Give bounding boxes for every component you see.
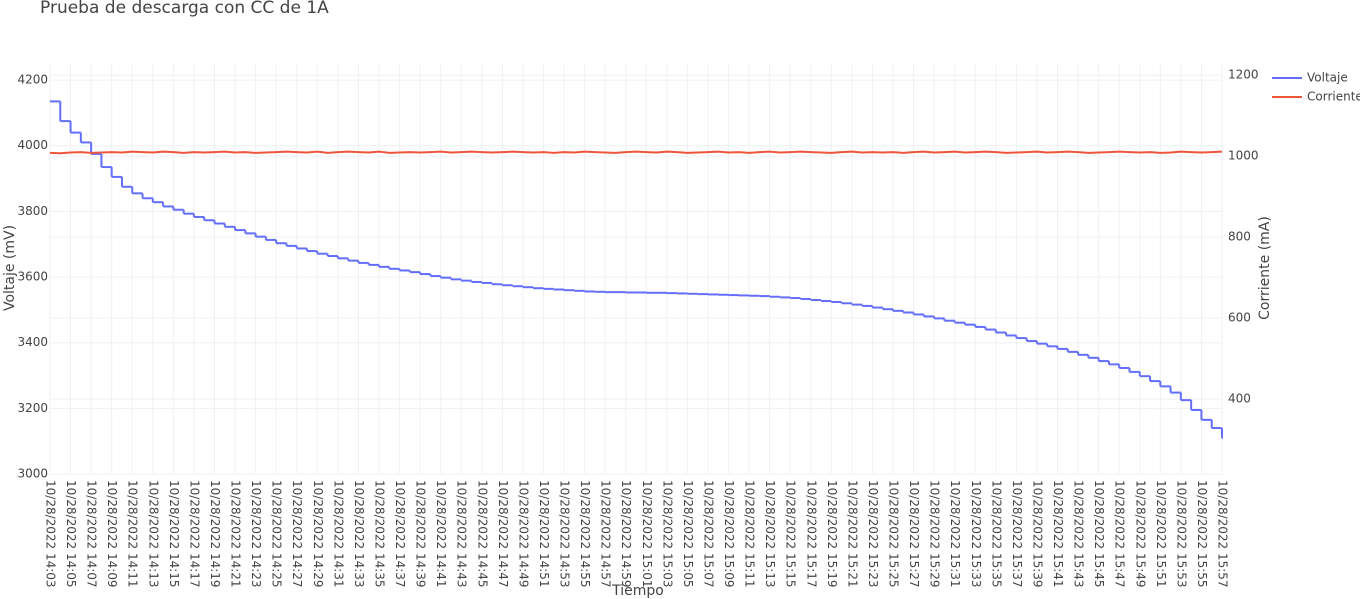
x-tick-label: 10/28/2022 15:47 <box>1113 480 1127 588</box>
x-tick-label: 10/28/2022 15:21 <box>845 480 859 588</box>
x-tick-label: 10/28/2022 14:05 <box>64 480 78 588</box>
x-tick-label: 10/28/2022 15:25 <box>887 480 901 588</box>
x-tick-label: 10/28/2022 15:49 <box>1133 480 1147 588</box>
y2-tick-label: 400 <box>1228 392 1251 406</box>
x-tick-label: 10/28/2022 15:23 <box>866 480 880 588</box>
x-tick-label: 10/28/2022 14:53 <box>558 480 572 588</box>
x-tick-label: 10/28/2022 15:45 <box>1092 480 1106 588</box>
x-tick-label: 10/28/2022 14:27 <box>290 480 304 588</box>
x-tick-label: 10/28/2022 14:23 <box>249 480 263 588</box>
y2-axis-title: Corriente (mA) <box>1257 216 1273 320</box>
y-tick-label: 3800 <box>17 204 48 218</box>
y-tick-label: 3600 <box>17 270 48 284</box>
x-tick-label: 10/28/2022 14:29 <box>311 480 325 588</box>
x-tick-label: 10/28/2022 14:33 <box>352 480 366 588</box>
x-tick-label: 10/28/2022 15:41 <box>1051 480 1065 588</box>
x-tick-label: 10/28/2022 14:45 <box>475 480 489 588</box>
x-tick-label: 10/28/2022 14:19 <box>208 480 222 588</box>
x-tick-label: 10/28/2022 14:15 <box>167 480 181 588</box>
x-tick-label: 10/28/2022 15:33 <box>969 480 983 588</box>
x-tick-label: 10/28/2022 15:15 <box>784 480 798 588</box>
x-tick-label: 10/28/2022 14:47 <box>496 480 510 588</box>
x-tick-label: 10/28/2022 15:31 <box>948 480 962 588</box>
x-tick-label: 10/28/2022 15:27 <box>907 480 921 588</box>
x-tick-label: 10/28/2022 14:39 <box>414 480 428 588</box>
y2-tick-label: 1200 <box>1228 68 1259 82</box>
x-tick-label: 10/28/2022 14:25 <box>270 480 284 588</box>
x-tick-label: 10/28/2022 14:43 <box>455 480 469 588</box>
x-tick-label: 10/28/2022 15:55 <box>1195 480 1209 588</box>
x-tick-label: 10/28/2022 15:03 <box>660 480 674 588</box>
y2-tick-label: 1000 <box>1228 149 1259 163</box>
x-tick-label: 10/28/2022 15:29 <box>928 480 942 588</box>
x-tick-label: 10/28/2022 15:01 <box>640 480 654 588</box>
x-tick-label: 10/28/2022 14:13 <box>146 480 160 588</box>
x-tick-label: 10/28/2022 14:07 <box>85 480 99 588</box>
y-tick-label: 4000 <box>17 138 48 152</box>
x-tick-label: 10/28/2022 14:59 <box>619 480 633 588</box>
x-tick-label: 10/28/2022 15:09 <box>722 480 736 588</box>
x-tick-label: 10/28/2022 15:07 <box>701 480 715 588</box>
x-tick-label: 10/28/2022 14:09 <box>105 480 119 588</box>
legend-label: Corriente <box>1307 90 1360 104</box>
x-tick-label: 10/28/2022 14:51 <box>537 480 551 588</box>
x-tick-label: 10/28/2022 15:13 <box>763 480 777 588</box>
x-tick-label: 10/28/2022 14:49 <box>516 480 530 588</box>
x-tick-label: 10/28/2022 14:55 <box>578 480 592 588</box>
y-tick-label: 4200 <box>17 73 48 87</box>
current-line <box>49 150 1223 155</box>
legend-label: Voltaje <box>1307 71 1348 85</box>
x-tick-label: 10/28/2022 15:53 <box>1174 480 1188 588</box>
x-tick-label: 10/28/2022 15:05 <box>681 480 695 588</box>
x-tick-label: 10/28/2022 15:37 <box>1010 480 1024 588</box>
y-tick-label: 3400 <box>17 335 48 349</box>
x-tick-label: 10/28/2022 14:41 <box>434 480 448 588</box>
x-tick-label: 10/28/2022 14:17 <box>187 480 201 588</box>
y2-tick-label: 600 <box>1228 311 1251 325</box>
x-tick-label: 10/28/2022 15:43 <box>1072 480 1086 588</box>
x-tick-label: 10/28/2022 14:35 <box>372 480 386 588</box>
x-tick-label: 10/28/2022 14:31 <box>331 480 345 588</box>
x-tick-label: 10/28/2022 15:57 <box>1216 480 1230 588</box>
x-tick-label: 10/28/2022 14:03 <box>44 480 58 588</box>
x-tick-label: 10/28/2022 14:11 <box>126 480 140 588</box>
y-tick-label: 3200 <box>17 401 48 415</box>
x-tick-label: 10/28/2022 14:21 <box>229 480 243 588</box>
x-tick-label: 10/28/2022 15:39 <box>1030 480 1044 588</box>
x-axis-title: Tiempo <box>611 583 664 599</box>
x-tick-label: 10/28/2022 15:17 <box>804 480 818 588</box>
x-tick-label: 10/28/2022 14:37 <box>393 480 407 588</box>
y-axis-title: Voltaje (mV) <box>2 225 18 311</box>
x-tick-label: 10/28/2022 15:11 <box>743 480 757 588</box>
x-tick-label: 10/28/2022 15:19 <box>825 480 839 588</box>
x-tick-label: 10/28/2022 14:57 <box>599 480 613 588</box>
x-tick-label: 10/28/2022 15:35 <box>989 480 1003 588</box>
y-tick-label: 3000 <box>17 467 48 481</box>
chart-title: Prueba de descarga con CC de 1A <box>40 0 329 18</box>
x-tick-label: 10/28/2022 15:51 <box>1154 480 1168 588</box>
y2-tick-label: 800 <box>1228 230 1251 244</box>
